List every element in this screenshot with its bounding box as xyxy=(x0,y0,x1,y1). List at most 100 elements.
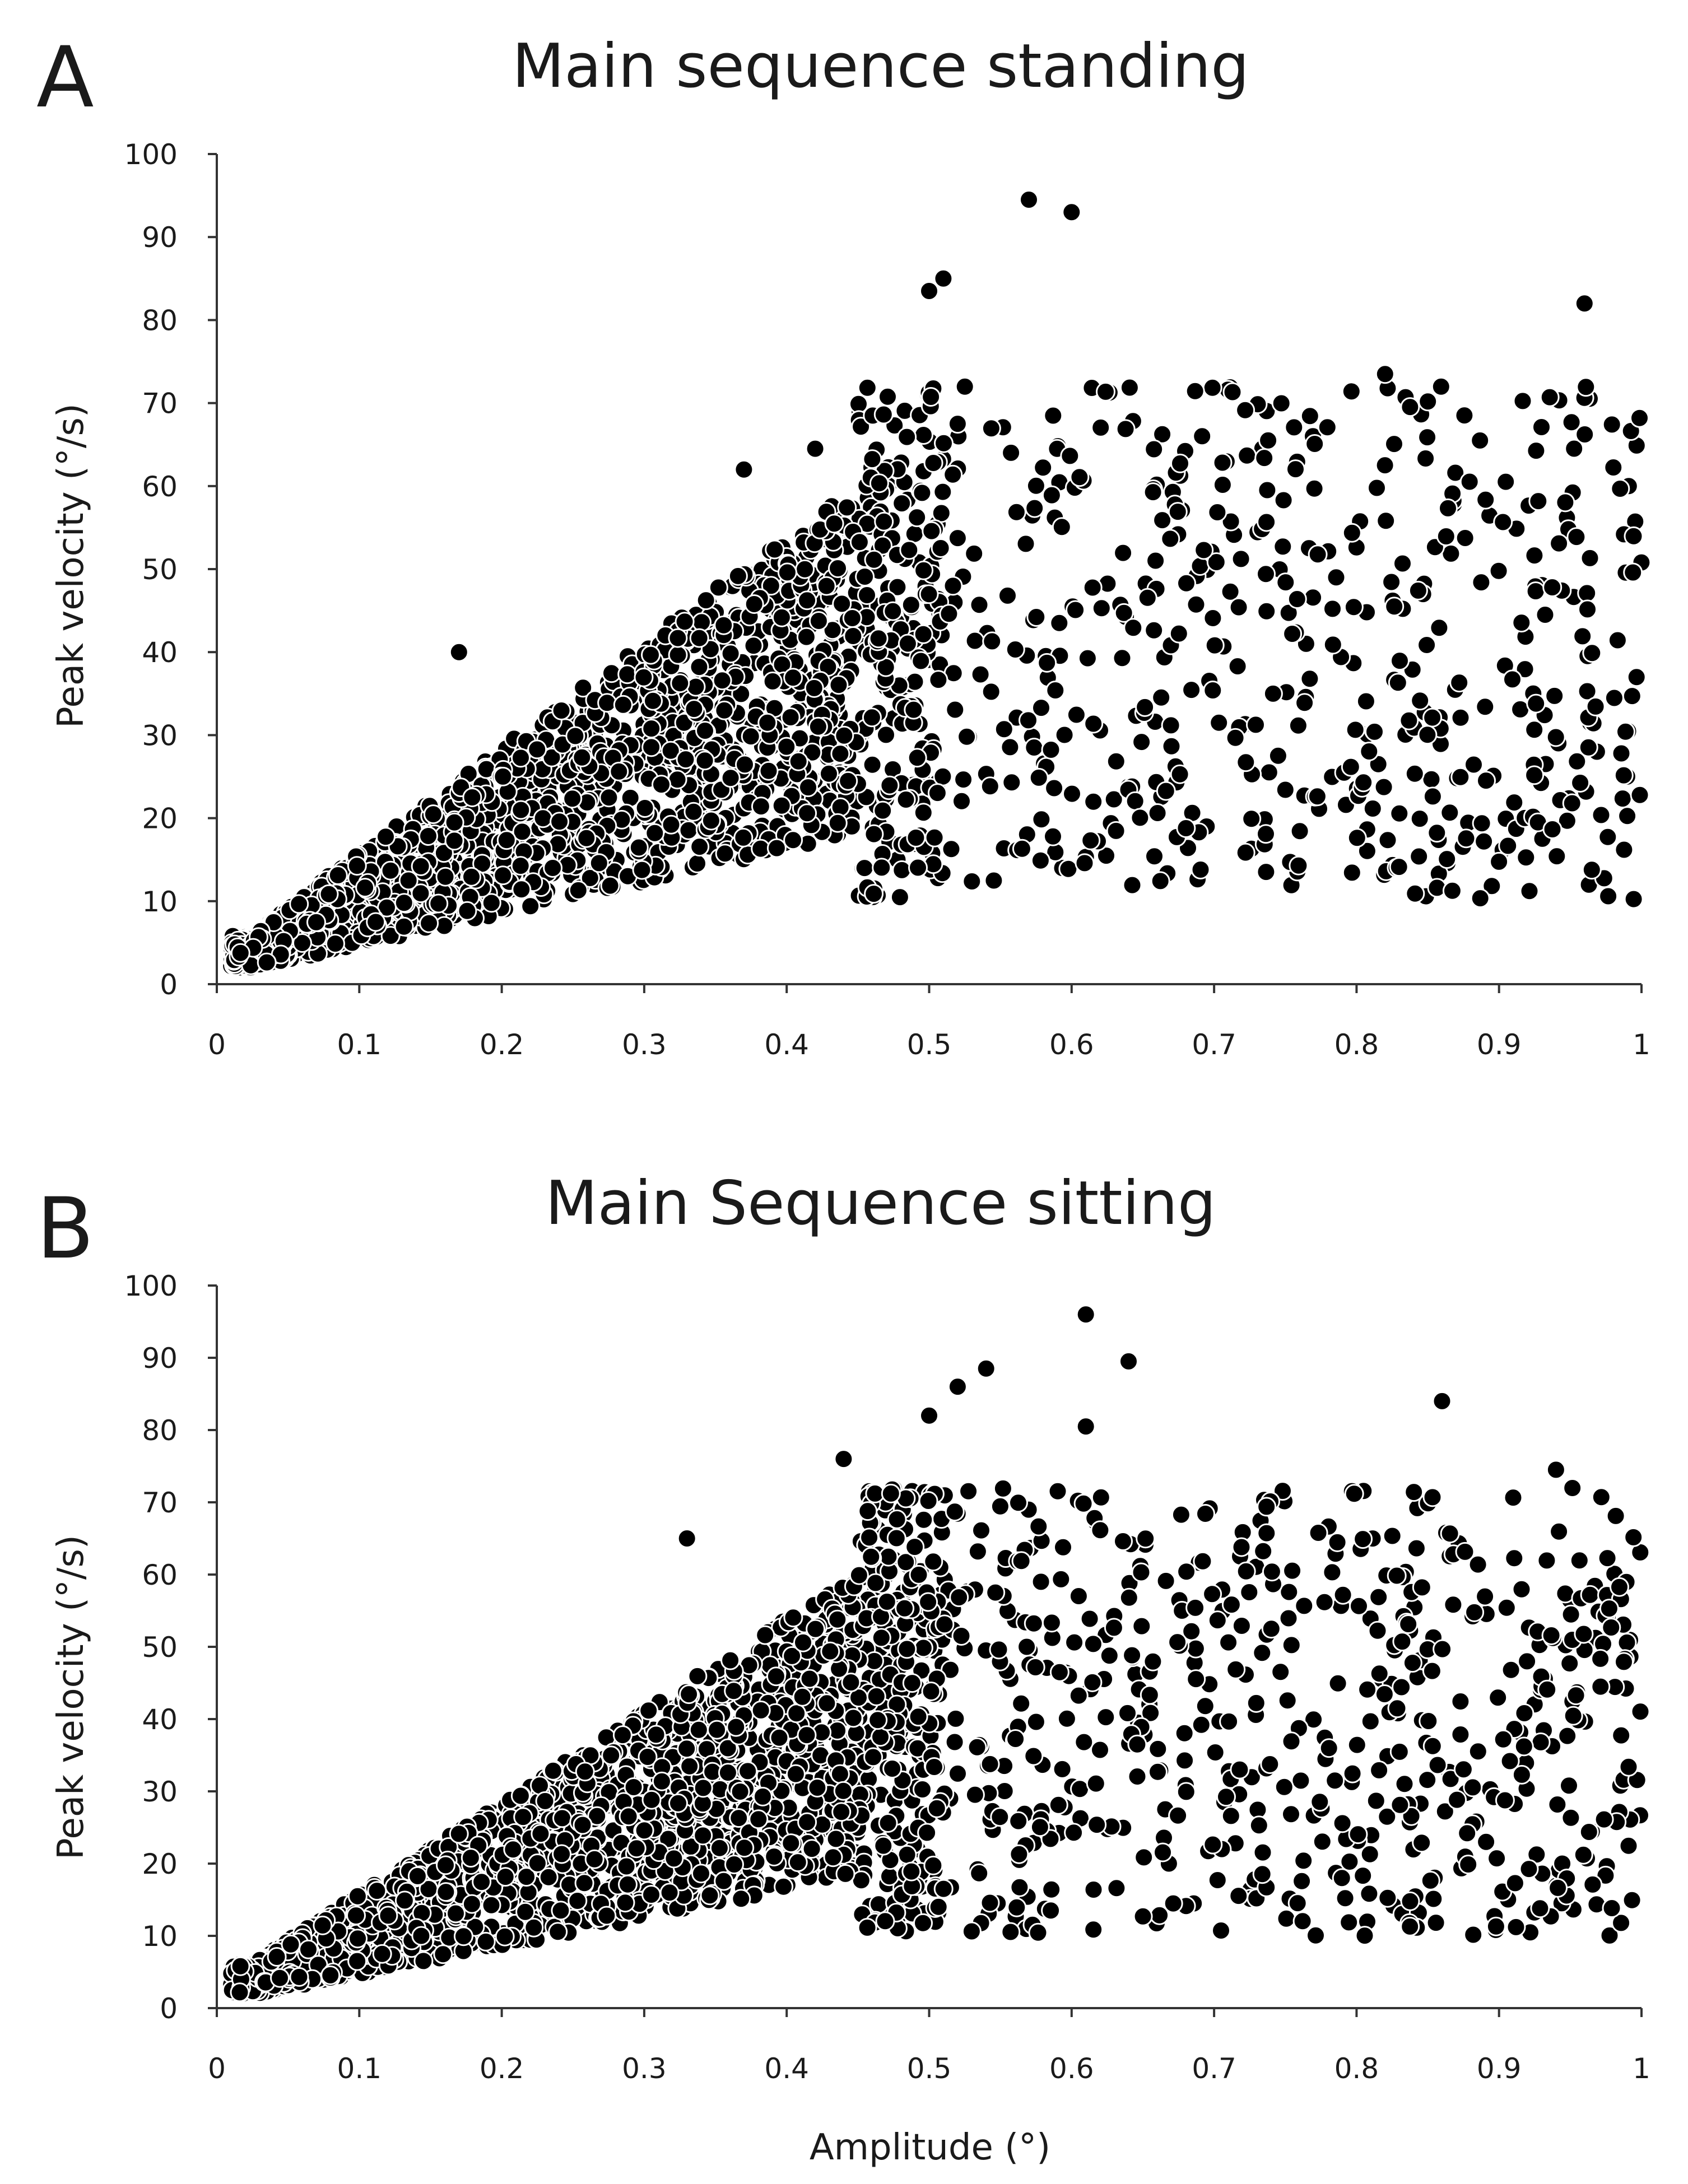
data-point xyxy=(1019,710,1038,730)
data-point xyxy=(1161,715,1181,735)
data-point xyxy=(757,713,778,733)
data-point xyxy=(819,763,839,784)
data-point xyxy=(1258,430,1278,450)
y-tick-label: 10 xyxy=(142,886,178,918)
data-point xyxy=(998,585,1017,606)
data-point xyxy=(1289,855,1309,876)
data-point xyxy=(1342,863,1362,883)
data-point xyxy=(641,645,661,665)
data-point xyxy=(1288,715,1308,735)
data-point xyxy=(1231,549,1251,569)
data-point xyxy=(1341,757,1361,777)
data-point xyxy=(1008,1811,1029,1831)
data-point xyxy=(418,826,438,846)
data-point xyxy=(1512,613,1532,633)
data-point xyxy=(1132,732,1152,752)
data-point xyxy=(1546,727,1566,747)
data-point xyxy=(880,1866,899,1887)
data-point xyxy=(1153,1842,1173,1862)
data-point xyxy=(1174,1723,1194,1743)
data-point xyxy=(1135,697,1155,717)
data-point xyxy=(1475,697,1495,717)
data-point xyxy=(1459,472,1480,492)
data-point xyxy=(1624,889,1644,909)
data-point xyxy=(325,934,345,954)
data-point xyxy=(1156,781,1176,801)
data-point xyxy=(1356,691,1376,711)
data-point xyxy=(933,268,954,288)
data-point xyxy=(1433,1639,1453,1659)
data-point xyxy=(892,860,912,880)
data-point xyxy=(1561,412,1582,432)
data-point xyxy=(543,858,563,878)
data-point xyxy=(957,727,977,747)
data-point xyxy=(907,507,927,528)
data-point xyxy=(289,894,309,914)
data-point xyxy=(1169,623,1189,644)
data-point xyxy=(1168,1805,1188,1826)
data-point xyxy=(1393,553,1412,574)
data-point xyxy=(1130,808,1150,828)
data-point xyxy=(641,737,662,757)
data-point xyxy=(1354,772,1374,793)
data-point xyxy=(828,558,848,578)
data-point xyxy=(952,791,971,811)
data-point xyxy=(1261,1619,1281,1639)
data-point xyxy=(1271,1662,1291,1682)
data-point xyxy=(1314,1592,1334,1612)
data-point xyxy=(1447,1790,1467,1810)
data-point xyxy=(994,719,1014,739)
data-point xyxy=(1168,502,1188,522)
data-point xyxy=(1082,578,1103,598)
x-tick-label: 1 xyxy=(1633,2052,1650,2085)
data-point xyxy=(511,748,531,768)
data-point xyxy=(1369,1587,1389,1607)
data-point xyxy=(689,628,709,648)
data-point xyxy=(1202,378,1222,398)
data-point xyxy=(734,459,754,479)
data-point xyxy=(913,1638,933,1658)
data-point xyxy=(1578,737,1598,757)
data-point xyxy=(576,828,597,848)
data-point xyxy=(1624,526,1644,546)
data-point xyxy=(1257,512,1277,532)
data-point xyxy=(962,872,982,891)
data-point xyxy=(1263,683,1283,704)
panel-b-x-axis-label: Amplitude (°) xyxy=(810,2127,1050,2168)
data-point xyxy=(1012,839,1032,859)
data-point xyxy=(1622,686,1642,706)
data-point xyxy=(1561,1808,1581,1828)
data-point xyxy=(1363,799,1383,818)
data-point xyxy=(948,1763,968,1783)
data-point xyxy=(1591,805,1611,825)
data-point xyxy=(1577,681,1597,701)
data-point xyxy=(690,837,710,857)
data-point xyxy=(1368,1620,1388,1641)
data-point xyxy=(1053,1537,1073,1557)
data-point xyxy=(1475,1586,1495,1606)
data-point xyxy=(1239,1582,1259,1602)
data-point xyxy=(1617,1632,1637,1652)
data-point xyxy=(1476,490,1496,510)
data-point xyxy=(1026,476,1046,496)
data-point xyxy=(862,755,882,775)
data-point xyxy=(1026,607,1047,627)
data-point xyxy=(1405,883,1425,904)
data-point xyxy=(1450,707,1471,728)
data-point xyxy=(939,604,959,624)
data-point xyxy=(919,281,939,301)
y-tick-label: 50 xyxy=(142,1631,178,1664)
data-point xyxy=(862,449,882,469)
data-point xyxy=(1193,1551,1213,1571)
y-tick-label: 0 xyxy=(160,1992,178,2025)
data-point xyxy=(771,795,792,816)
data-point xyxy=(968,1542,988,1562)
data-point xyxy=(1052,517,1072,537)
data-point xyxy=(1043,826,1063,846)
data-point xyxy=(1057,1708,1077,1729)
y-tick-label: 90 xyxy=(142,221,178,254)
data-point xyxy=(1549,533,1569,553)
data-point xyxy=(1445,463,1466,483)
data-point xyxy=(510,856,531,876)
